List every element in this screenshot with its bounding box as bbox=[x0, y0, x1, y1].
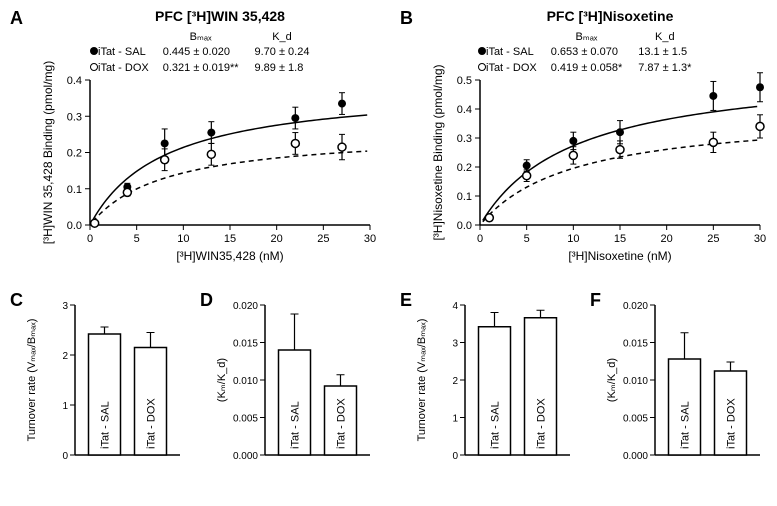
svg-text:30: 30 bbox=[364, 233, 376, 245]
svg-text:25: 25 bbox=[707, 233, 719, 245]
svg-text:30: 30 bbox=[754, 233, 766, 245]
panel-a-title: PFC [³H]WIN 35,428 bbox=[90, 8, 350, 24]
svg-text:0.5: 0.5 bbox=[457, 75, 472, 87]
svg-text:0.020: 0.020 bbox=[233, 301, 258, 312]
svg-text:0: 0 bbox=[62, 451, 68, 462]
svg-text:0.1: 0.1 bbox=[67, 184, 82, 196]
svg-text:(Kₘ/K_d): (Kₘ/K_d) bbox=[216, 358, 228, 402]
svg-text:5: 5 bbox=[134, 233, 140, 245]
svg-text:10: 10 bbox=[567, 233, 579, 245]
svg-text:Turnover rate (Vₘₐₓ/Bₘₐₓ): Turnover rate (Vₘₐₓ/Bₘₐₓ) bbox=[26, 319, 38, 442]
svg-text:iTat - SAL: iTat - SAL bbox=[680, 401, 692, 449]
svg-text:iTat - SAL: iTat - SAL bbox=[490, 401, 502, 449]
svg-text:0: 0 bbox=[452, 451, 458, 462]
svg-text:25: 25 bbox=[317, 233, 329, 245]
svg-text:0.005: 0.005 bbox=[623, 414, 648, 425]
svg-text:0.005: 0.005 bbox=[233, 414, 258, 425]
svg-text:20: 20 bbox=[271, 233, 283, 245]
svg-text:(Kₘ/K_d): (Kₘ/K_d) bbox=[606, 358, 618, 402]
svg-text:0.1: 0.1 bbox=[457, 191, 472, 203]
svg-text:0.2: 0.2 bbox=[67, 148, 82, 160]
svg-text:0: 0 bbox=[87, 233, 93, 245]
panel-c-label: C bbox=[10, 290, 23, 311]
panel-f-chart: 0.000 0.005 0.010 0.015 0.020 (Kₘ/K_d) iTat - … bbox=[605, 290, 775, 500]
svg-text:3: 3 bbox=[62, 301, 68, 312]
svg-text:iTat - SAL: iTat - SAL bbox=[290, 401, 302, 449]
svg-text:0.015: 0.015 bbox=[623, 339, 648, 350]
svg-text:0.0: 0.0 bbox=[457, 220, 472, 232]
svg-text:0.000: 0.000 bbox=[623, 451, 648, 462]
svg-text:15: 15 bbox=[224, 233, 236, 245]
panel-a-label: A bbox=[10, 8, 23, 29]
svg-text:0: 0 bbox=[477, 233, 483, 245]
svg-text:0.0: 0.0 bbox=[67, 220, 82, 232]
svg-text:2: 2 bbox=[62, 351, 68, 362]
svg-text:iTat - DOX: iTat - DOX bbox=[536, 398, 548, 449]
svg-text:iTat - DOX: iTat - DOX bbox=[726, 398, 738, 449]
panel-d-chart: 0.000 0.005 0.010 0.015 0.020 (Kₘ/K_d) iTat - … bbox=[215, 290, 385, 500]
svg-text:[³H]Nisoxetine (nM): [³H]Nisoxetine (nM) bbox=[568, 249, 671, 263]
svg-text:0.3: 0.3 bbox=[67, 111, 82, 123]
panel-a-chart: 0 5 10 15 20 25 30 0.0 0.1 0.2 0.3 0.4 [³H]WIN35,428… bbox=[40, 25, 380, 275]
svg-text:[³H]WIN35,428 (nM): [³H]WIN35,428 (nM) bbox=[176, 249, 283, 263]
svg-text:0.010: 0.010 bbox=[623, 376, 648, 387]
panel-e-label: E bbox=[400, 290, 412, 311]
svg-text:iTat - DOX: iTat - DOX bbox=[146, 398, 158, 449]
svg-text:0.010: 0.010 bbox=[233, 376, 258, 387]
panel-b-chart: 0 5 10 15 20 25 30 0.0 0.1 0.2 0.3 0.4 0.5 [³H]Nisoxe… bbox=[430, 25, 770, 275]
svg-text:0.015: 0.015 bbox=[233, 339, 258, 350]
panel-d-label: D bbox=[200, 290, 213, 311]
svg-text:10: 10 bbox=[177, 233, 189, 245]
svg-text:1: 1 bbox=[452, 414, 458, 425]
svg-text:3: 3 bbox=[452, 339, 458, 350]
svg-text:0.020: 0.020 bbox=[623, 301, 648, 312]
svg-text:5: 5 bbox=[524, 233, 530, 245]
svg-text:0.000: 0.000 bbox=[233, 451, 258, 462]
panel-b-label: B bbox=[400, 8, 413, 29]
svg-text:[³H]Nisoxetine Binding (pmol/m: [³H]Nisoxetine Binding (pmol/mg) bbox=[431, 64, 445, 240]
svg-text:iTat - DOX: iTat - DOX bbox=[336, 398, 348, 449]
svg-text:0.3: 0.3 bbox=[457, 133, 472, 145]
svg-text:1: 1 bbox=[62, 401, 68, 412]
svg-text:4: 4 bbox=[452, 301, 458, 312]
panel-c-chart: 0 1 2 3 Turnover rate (Vₘₐₓ/Bₘₐₓ) iTat - SAL i… bbox=[25, 290, 195, 500]
svg-text:0.4: 0.4 bbox=[67, 75, 82, 87]
svg-text:15: 15 bbox=[614, 233, 626, 245]
panel-b-title: PFC [³H]Nisoxetine bbox=[480, 8, 740, 24]
panel-f-label: F bbox=[590, 290, 601, 311]
svg-text:iTat - SAL: iTat - SAL bbox=[100, 401, 112, 449]
panel-e-chart: 0 1 2 3 4 Turnover rate (Vₘₐₓ/Bₘₐₓ) iTat - SAL… bbox=[415, 290, 585, 500]
svg-text:Turnover rate (Vₘₐₓ/Bₘₐₓ): Turnover rate (Vₘₐₓ/Bₘₐₓ) bbox=[416, 319, 428, 442]
svg-text:0.4: 0.4 bbox=[457, 104, 472, 116]
svg-text:2: 2 bbox=[452, 376, 458, 387]
svg-text:20: 20 bbox=[661, 233, 673, 245]
svg-text:[³H]WIN 35,428 Binding (pmol/m: [³H]WIN 35,428 Binding (pmol/mg) bbox=[41, 61, 55, 244]
svg-text:0.2: 0.2 bbox=[457, 162, 472, 174]
